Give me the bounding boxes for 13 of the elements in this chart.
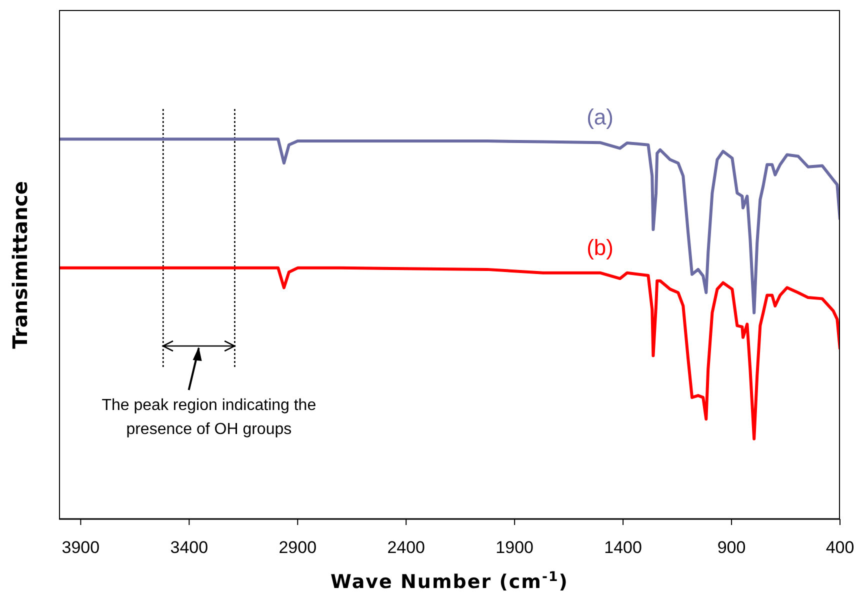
y-axis-title: Transimittance	[8, 180, 32, 348]
series-label: (b)	[586, 234, 614, 260]
x-tick-label: 1900	[496, 538, 534, 558]
series-label: (a)	[586, 104, 614, 130]
x-axis-title: Wave Number (cm$^{-1}$)	[330, 570, 568, 593]
x-tick-label: 2900	[278, 538, 317, 558]
x-tick-label: 900	[717, 538, 746, 558]
x-tick-label: 2400	[387, 538, 426, 558]
x-tick-label: 1400	[604, 538, 642, 558]
x-tick-label: 400	[826, 538, 854, 558]
x-tick-label: 3400	[170, 538, 208, 558]
annotation: The peak region indicating the presence of OH groups	[100, 396, 318, 440]
x-tick-label: 3900	[62, 538, 100, 558]
